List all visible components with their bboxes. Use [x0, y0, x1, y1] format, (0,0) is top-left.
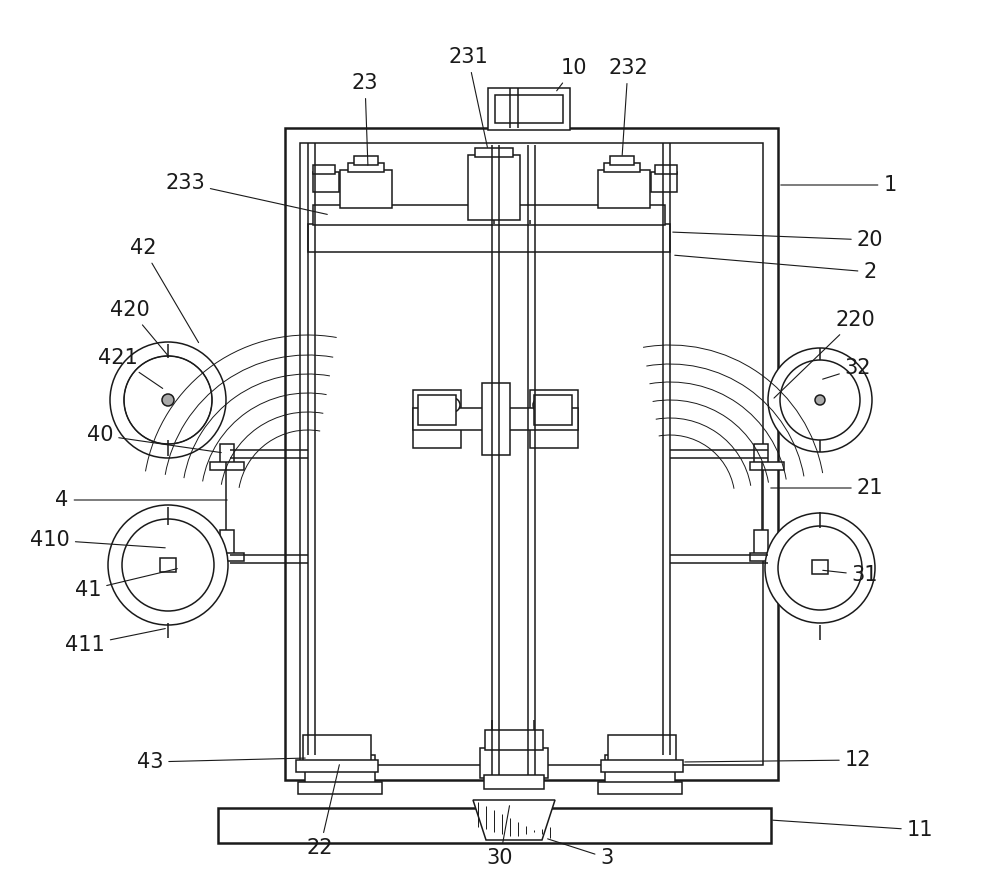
- Text: 4: 4: [55, 490, 227, 510]
- Bar: [495, 95, 563, 123]
- Circle shape: [124, 356, 212, 444]
- Bar: [468, 155, 520, 220]
- Bar: [413, 390, 461, 448]
- Bar: [296, 760, 378, 772]
- Text: 30: 30: [487, 805, 513, 868]
- Bar: [601, 760, 683, 772]
- Bar: [413, 408, 578, 430]
- Bar: [305, 755, 375, 785]
- Bar: [348, 163, 384, 172]
- Bar: [480, 748, 548, 778]
- Text: 10: 10: [557, 58, 587, 91]
- Text: 23: 23: [352, 73, 378, 165]
- Text: 12: 12: [685, 750, 871, 770]
- Text: 3: 3: [548, 838, 614, 868]
- Text: 20: 20: [673, 230, 883, 250]
- Bar: [340, 170, 392, 208]
- Circle shape: [446, 398, 460, 412]
- Bar: [598, 782, 682, 794]
- Bar: [754, 530, 768, 555]
- Text: 41: 41: [75, 568, 177, 600]
- Bar: [298, 782, 382, 794]
- Bar: [750, 553, 784, 561]
- Bar: [160, 558, 176, 572]
- Bar: [300, 143, 763, 765]
- Text: 233: 233: [165, 173, 327, 215]
- Bar: [530, 390, 578, 448]
- Circle shape: [108, 505, 228, 625]
- Circle shape: [122, 519, 214, 611]
- Bar: [220, 530, 234, 555]
- Circle shape: [815, 395, 825, 405]
- Bar: [313, 165, 335, 174]
- Circle shape: [768, 348, 872, 452]
- Bar: [608, 735, 676, 763]
- Bar: [210, 462, 244, 470]
- Bar: [220, 444, 234, 464]
- Text: 32: 32: [823, 358, 871, 380]
- Text: 2: 2: [675, 255, 877, 282]
- Circle shape: [162, 394, 174, 406]
- Bar: [285, 128, 778, 780]
- Text: 232: 232: [608, 58, 648, 155]
- Bar: [313, 205, 665, 225]
- Text: 231: 231: [448, 47, 488, 147]
- Bar: [484, 775, 544, 789]
- Circle shape: [815, 563, 825, 573]
- Text: 42: 42: [130, 238, 199, 343]
- Bar: [605, 755, 675, 785]
- Text: 43: 43: [137, 752, 305, 772]
- Circle shape: [533, 398, 547, 412]
- Bar: [610, 156, 634, 165]
- Text: 1: 1: [781, 175, 897, 195]
- Bar: [308, 224, 670, 252]
- Bar: [313, 172, 339, 192]
- Circle shape: [110, 342, 226, 458]
- Text: 31: 31: [823, 565, 878, 585]
- Bar: [604, 163, 640, 172]
- Bar: [598, 170, 650, 208]
- Circle shape: [162, 559, 174, 571]
- Circle shape: [778, 526, 862, 610]
- Circle shape: [765, 513, 875, 623]
- Text: 220: 220: [774, 310, 875, 398]
- Bar: [303, 735, 371, 763]
- Text: 22: 22: [307, 764, 339, 858]
- Bar: [812, 560, 828, 574]
- Bar: [218, 808, 771, 843]
- Text: 40: 40: [87, 425, 221, 453]
- Bar: [651, 172, 677, 192]
- Bar: [485, 730, 543, 750]
- Bar: [482, 383, 510, 455]
- Text: 11: 11: [773, 820, 933, 840]
- Text: 411: 411: [65, 628, 165, 655]
- Bar: [750, 462, 784, 470]
- Bar: [655, 165, 677, 174]
- Polygon shape: [473, 800, 555, 840]
- Text: 21: 21: [771, 478, 883, 498]
- Circle shape: [780, 360, 860, 440]
- Bar: [418, 395, 456, 425]
- Bar: [754, 444, 768, 464]
- Bar: [475, 148, 513, 157]
- Bar: [354, 156, 378, 165]
- Bar: [488, 88, 570, 130]
- Text: 410: 410: [30, 530, 165, 550]
- Bar: [210, 553, 244, 561]
- Text: 421: 421: [98, 348, 163, 388]
- Bar: [534, 395, 572, 425]
- Text: 420: 420: [110, 300, 168, 356]
